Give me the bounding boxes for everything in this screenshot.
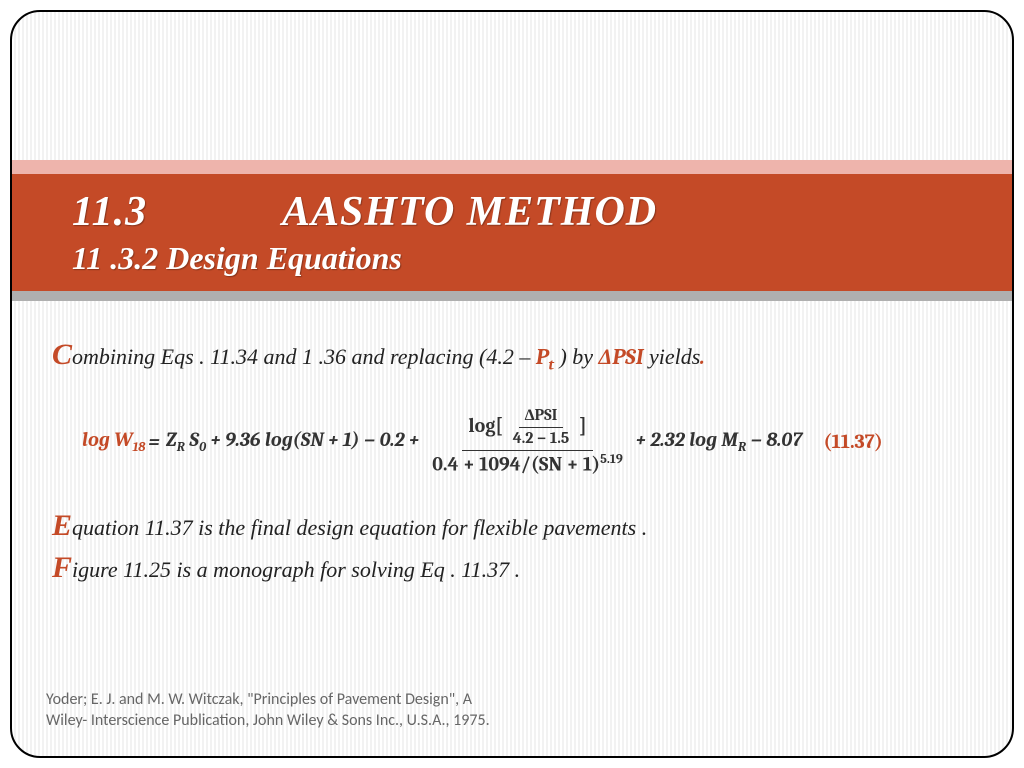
title-band: 11.3AASHTO METHOD 11 .3.2 Design Equatio…: [12, 160, 1012, 301]
band-stripe-orange: 11.3AASHTO METHOD 11 .3.2 Design Equatio…: [12, 174, 1012, 291]
section-number: 11.3: [72, 188, 282, 236]
eq-inner-fraction: ΔPSI4.2 − 1.5: [507, 407, 575, 447]
slide-frame: 11.3AASHTO METHOD 11 .3.2 Design Equatio…: [10, 10, 1014, 758]
eq-zr: ZR S0 + 9.36 log(SN + 1) − 0.2 +: [166, 428, 419, 455]
equation-11-37: log W18 = ZR S0 + 9.36 log(SN + 1) − 0.2…: [82, 407, 972, 475]
slide-content: Combining Eqs . 11.34 and 1 .36 and repl…: [52, 338, 972, 593]
symbol-pt: Pt: [536, 344, 554, 370]
para2-text: quation 11.37 is the final design equati…: [72, 515, 647, 540]
intro-text-a: ombining Eqs . 11.34 and 1 .36 and repla…: [72, 344, 536, 369]
para3-text: igure 11.25 is a monograph for solving E…: [72, 557, 520, 582]
eq-logmr: + 2.32 log MR − 8.07: [636, 428, 803, 455]
citation-line-1: Yoder; E. J. and M. W. Witczak, "Princip…: [46, 689, 490, 711]
intro-text-b: ) by: [554, 344, 599, 369]
citation: Yoder; E. J. and M. W. Witczak, "Princip…: [46, 689, 490, 732]
intro-dot: .: [700, 344, 704, 370]
dropcap-c: C: [52, 338, 72, 371]
eq-equals: =: [148, 430, 159, 453]
intro-text-c: yields: [643, 344, 700, 369]
eq-frac-num: log[ΔPSI4.2 − 1.5]: [462, 407, 592, 450]
para-figure-desc: Figure 11.25 is a monograph for solving …: [52, 551, 972, 585]
para-equation-desc: Equation 11.37 is the final design equat…: [52, 509, 972, 543]
subsection-title: 11 .3.2 Design Equations: [72, 240, 972, 277]
equation-number: (11.37): [823, 430, 882, 453]
dropcap-e: E: [52, 509, 72, 542]
eq-main-fraction: log[ΔPSI4.2 − 1.5] 0.4 + 1094/(SN + 1)5.…: [426, 407, 629, 475]
band-stripe-pink: [12, 160, 1012, 174]
citation-line-2: Wiley- Interscience Publication, John Wi…: [46, 710, 490, 732]
section-name: AASHTO METHOD: [282, 189, 657, 235]
dropcap-f: F: [52, 551, 72, 584]
eq-frac-den: 0.4 + 1094/(SN + 1)5.19: [426, 451, 629, 476]
section-title: 11.3AASHTO METHOD: [72, 188, 972, 236]
symbol-dpsi: ΔPSI: [599, 344, 644, 370]
band-stripe-gray: [12, 291, 1012, 301]
intro-line: Combining Eqs . 11.34 and 1 .36 and repl…: [52, 338, 972, 373]
eq-lhs: log W18: [82, 428, 145, 455]
